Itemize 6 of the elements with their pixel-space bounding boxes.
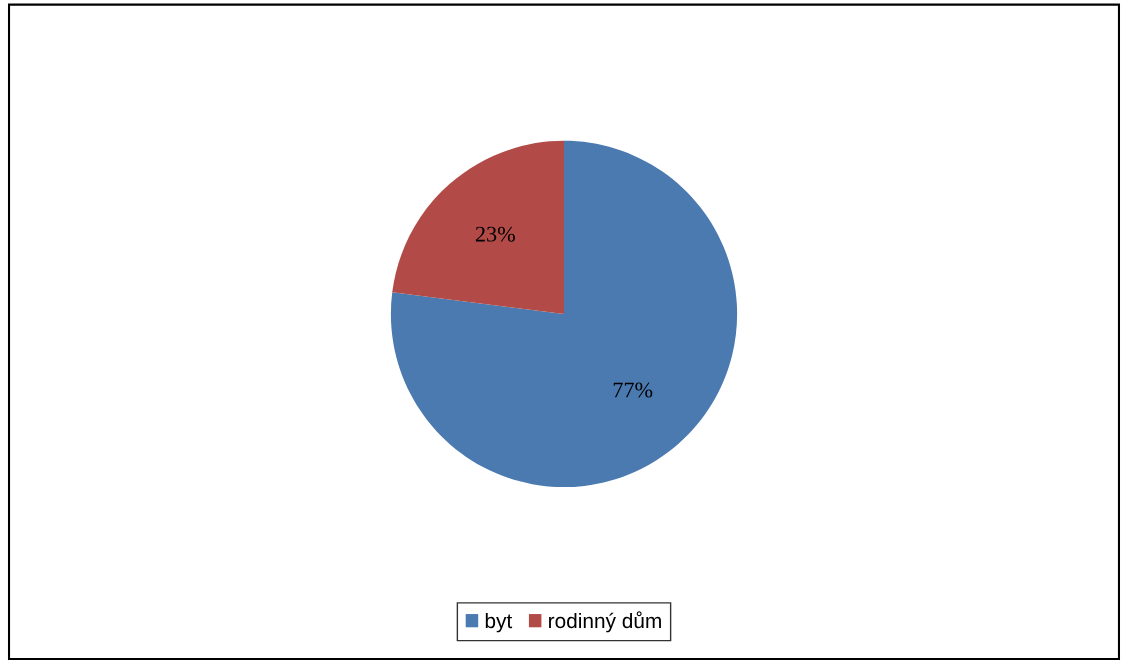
legend-label: rodinný dům (549, 611, 661, 633)
pie-slice (390, 140, 738, 488)
data-label: 23% (475, 226, 515, 242)
legend-label: byt (485, 612, 513, 633)
pie-slice (392, 140, 564, 314)
data-label: 77% (613, 382, 653, 398)
